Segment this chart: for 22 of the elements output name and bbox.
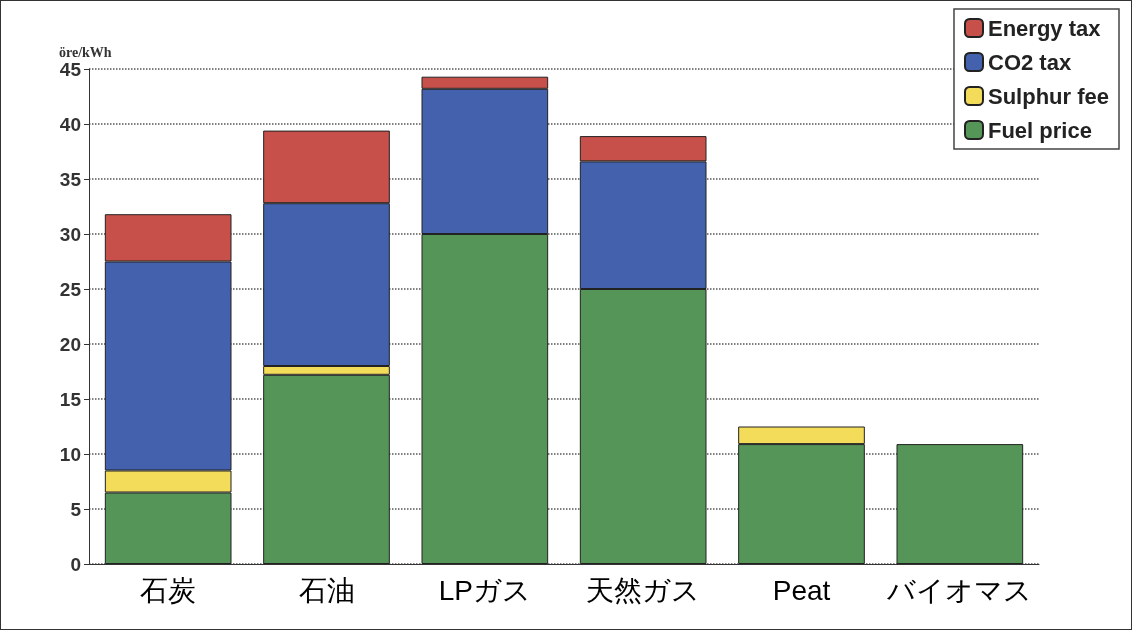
- y-tick-label: 5: [70, 498, 82, 520]
- x-tick-label: Peat: [772, 574, 831, 606]
- y-tick-label: 10: [59, 443, 81, 465]
- y-tick-label: 45: [59, 58, 82, 80]
- y-tick-label: 35: [59, 168, 82, 190]
- y-tick-label: 0: [70, 553, 81, 575]
- y-tick-label: 40: [59, 113, 81, 135]
- x-tick-label: 石油: [298, 574, 355, 606]
- y-tick-label: 30: [59, 223, 81, 245]
- legend-label: Energy tax: [987, 15, 1102, 41]
- y-tick-label: 25: [59, 278, 82, 300]
- x-tick-label: 石炭: [140, 574, 197, 606]
- x-tick-label: バイオマス: [886, 574, 1033, 606]
- y-tick-label: 20: [59, 333, 81, 355]
- legend-label: CO2 tax: [987, 49, 1072, 75]
- bar: [896, 444, 1024, 564]
- legend-label: Fuel price: [987, 117, 1092, 143]
- x-tick-label: LPガス: [438, 574, 531, 606]
- y-axis-title: öre/kWh: [59, 45, 112, 61]
- x-tick-label: 天然ガス: [586, 574, 701, 606]
- y-tick-label: 15: [59, 388, 82, 410]
- legend-label: Sulphur fee: [987, 83, 1109, 109]
